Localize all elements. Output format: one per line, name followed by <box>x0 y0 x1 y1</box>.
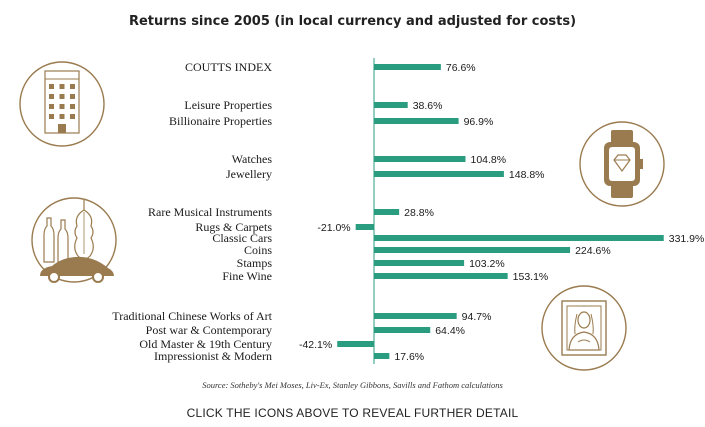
value-label: 148.8% <box>509 169 545 181</box>
value-label: 96.9% <box>464 116 494 128</box>
value-label: 38.6% <box>413 100 443 112</box>
value-label: 331.9% <box>669 233 705 245</box>
category-label: Old Master & 19th Century <box>139 337 272 351</box>
value-label: 17.6% <box>394 351 424 363</box>
value-label: 153.1% <box>513 271 549 283</box>
value-label: 94.7% <box>462 311 492 323</box>
bar <box>374 156 466 162</box>
bar <box>374 64 441 70</box>
category-label: Coins <box>244 243 272 257</box>
category-label: Leisure Properties <box>184 98 272 112</box>
bar <box>374 327 431 333</box>
bar <box>374 313 457 319</box>
bar <box>374 102 408 108</box>
value-label: -21.0% <box>317 222 350 234</box>
value-label: -42.1% <box>299 339 332 351</box>
category-label: Post war & Contemporary <box>146 323 272 337</box>
value-label: 103.2% <box>469 258 505 270</box>
value-label: 28.8% <box>404 207 434 219</box>
cta-text: CLICK THE ICONS ABOVE TO REVEAL FURTHER … <box>186 406 519 420</box>
category-label: Billionaire Properties <box>169 114 272 128</box>
value-label: 76.6% <box>446 62 476 74</box>
value-label: 224.6% <box>575 245 611 257</box>
bar <box>374 171 504 177</box>
bar <box>374 247 571 253</box>
bar <box>374 273 508 279</box>
bar <box>374 118 459 124</box>
category-label: Stamps <box>237 256 273 270</box>
category-label: Jewellery <box>226 167 272 181</box>
bar <box>374 260 465 266</box>
chart-title: Returns since 2005 (in local currency an… <box>128 14 577 29</box>
category-label: Traditional Chinese Works of Art <box>112 309 272 323</box>
category-label: Rugs & Carpets <box>195 220 272 234</box>
category-label: COUTTS INDEX <box>185 60 272 74</box>
value-label: 64.4% <box>435 325 465 337</box>
watch-icon[interactable] <box>579 121 665 207</box>
building-icon[interactable] <box>19 61 105 147</box>
category-label: Watches <box>232 152 273 166</box>
bar <box>337 341 374 347</box>
bars-layer: COUTTS INDEX 76.6% Leisure Properties 38.6%… <box>112 58 704 364</box>
instruments-car-icon[interactable] <box>31 197 117 283</box>
category-label: Impressionist & Modern <box>154 349 272 363</box>
painting-icon[interactable] <box>541 285 627 371</box>
source-note: Source: Sotheby's Mei Moses, Liv-Ex, Sta… <box>202 380 503 390</box>
category-label: Classic Cars <box>212 231 272 245</box>
bar <box>374 353 390 359</box>
category-label: Fine Wine <box>222 269 272 283</box>
bar <box>374 209 400 215</box>
category-label: Rare Musical Instruments <box>148 205 272 219</box>
bar <box>374 235 664 241</box>
value-label: 104.8% <box>470 154 506 166</box>
bar <box>355 224 374 230</box>
